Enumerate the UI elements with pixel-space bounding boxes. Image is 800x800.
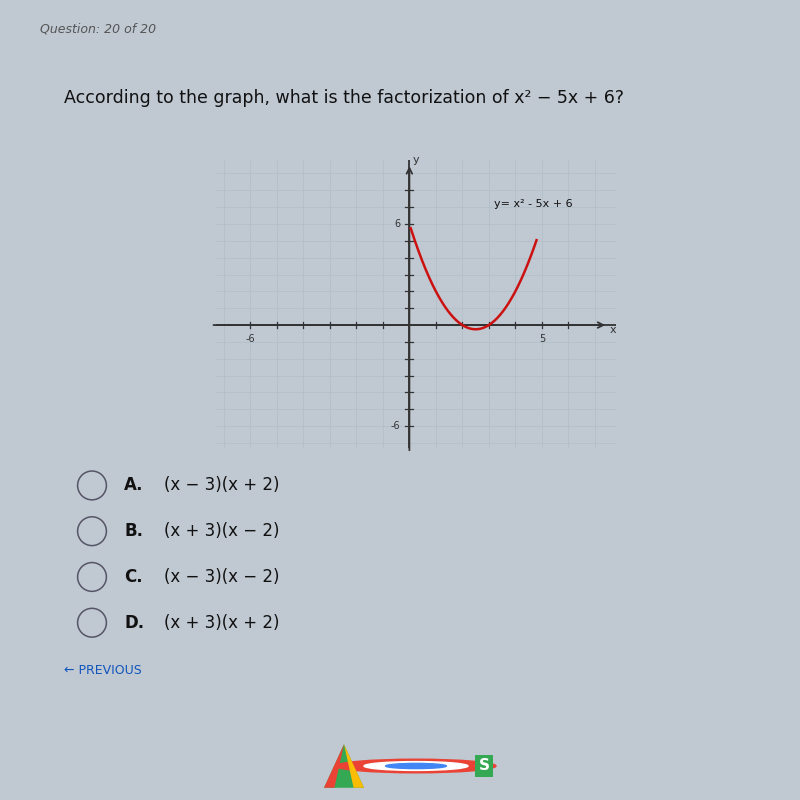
Text: B.: B.	[124, 522, 143, 540]
Text: A.: A.	[124, 477, 143, 494]
Text: ← PREVIOUS: ← PREVIOUS	[64, 664, 142, 678]
Text: 6: 6	[394, 219, 400, 229]
Text: y= x² - 5x + 6: y= x² - 5x + 6	[494, 198, 573, 209]
Text: According to the graph, what is the factorization of x² − 5x + 6?: According to the graph, what is the fact…	[64, 89, 624, 106]
Polygon shape	[344, 744, 364, 788]
Polygon shape	[324, 744, 364, 788]
Circle shape	[336, 759, 496, 773]
Text: x: x	[610, 325, 617, 335]
Text: C.: C.	[124, 568, 142, 586]
Text: 5: 5	[538, 334, 545, 344]
Polygon shape	[324, 744, 344, 788]
Text: (x − 3)(x − 2): (x − 3)(x − 2)	[164, 568, 279, 586]
Circle shape	[364, 762, 468, 770]
Text: (x − 3)(x + 2): (x − 3)(x + 2)	[164, 477, 279, 494]
Circle shape	[386, 763, 446, 769]
Text: -6: -6	[390, 421, 400, 431]
Text: (x + 3)(x + 2): (x + 3)(x + 2)	[164, 614, 279, 632]
Text: (x + 3)(x − 2): (x + 3)(x − 2)	[164, 522, 279, 540]
Text: D.: D.	[124, 614, 144, 632]
Text: -6: -6	[246, 334, 255, 344]
Text: Question: 20 of 20: Question: 20 of 20	[40, 22, 156, 35]
Text: y: y	[413, 155, 419, 165]
Text: S: S	[478, 758, 490, 774]
